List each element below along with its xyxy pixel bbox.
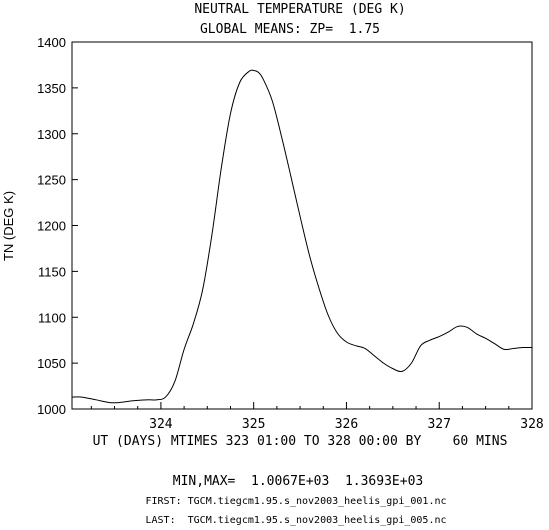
- x-tick-label: 326: [335, 417, 358, 432]
- y-axis-ticks: 1000 1050 1100 1150 1200 1250 1300 1350 1400: [37, 35, 78, 417]
- x-axis-ticks: 324 325 326 327 328: [90, 402, 544, 432]
- x-tick-label: 328: [520, 417, 543, 432]
- chart-title: NEUTRAL TEMPERATURE (DEG K): [194, 2, 405, 17]
- x-tick-label: 327: [427, 417, 450, 432]
- first-file-label: FIRST: TGCM.tiegcm1.95.s_nov2003_heelis_…: [145, 496, 446, 507]
- y-axis-label: TN (DEG K): [1, 191, 16, 261]
- y-tick-label: 1150: [38, 264, 66, 279]
- y-tick-label: 1400: [37, 35, 66, 50]
- min-max-summary: MIN,MAX= 1.0067E+03 1.3693E+03: [173, 474, 423, 489]
- y-tick-label: 1200: [37, 219, 66, 234]
- y-tick-label: 1000: [37, 402, 66, 417]
- x-tick-label: 324: [149, 417, 173, 432]
- series-line-tn: [71, 69, 533, 404]
- x-tick-label: 325: [242, 417, 265, 432]
- x-axis-label: UT (DAYS) MTIMES 323 01:00 TO 328 00:00 …: [93, 434, 508, 449]
- y-tick-label: 1300: [37, 127, 66, 142]
- y-tick-label: 1100: [38, 310, 66, 325]
- last-file-label: LAST: TGCM.tiegcm1.95.s_nov2003_heelis_g…: [145, 515, 446, 526]
- y-tick-label: 1250: [37, 173, 66, 188]
- y-tick-label: 1050: [37, 356, 66, 371]
- chart-subtitle: GLOBAL MEANS: ZP= 1.75: [200, 22, 380, 37]
- y-tick-label: 1350: [37, 81, 66, 96]
